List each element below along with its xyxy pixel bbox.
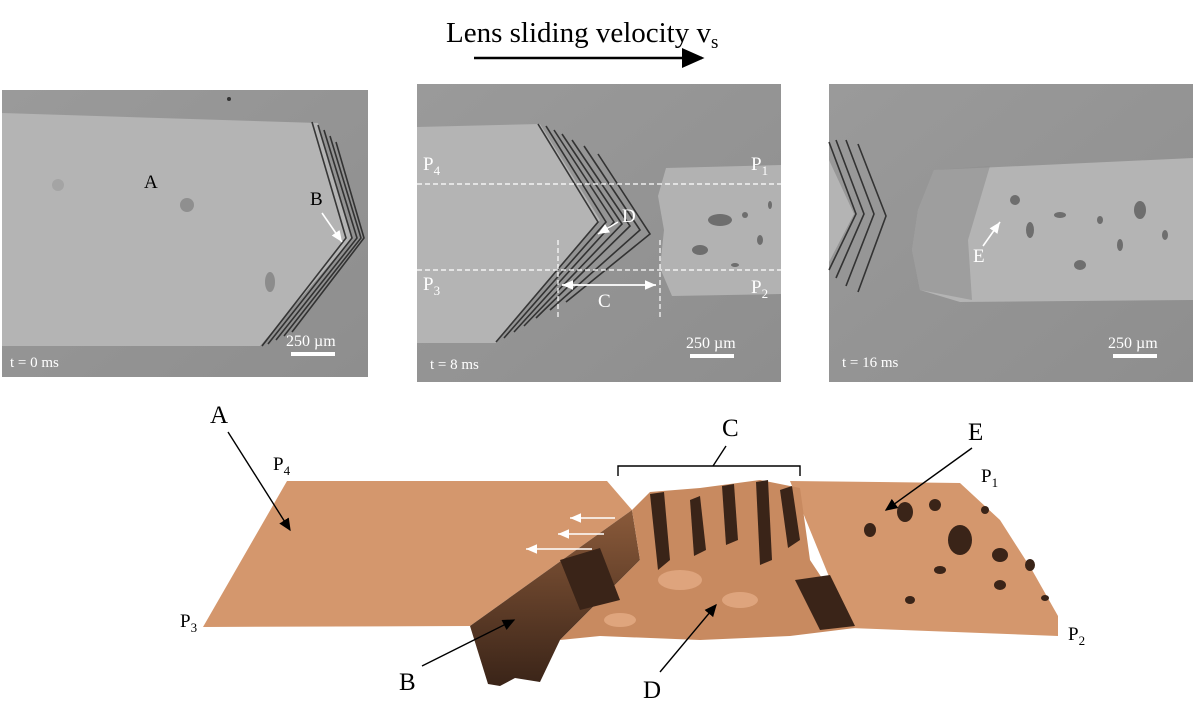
- surface-label-d-arrow: [659, 603, 717, 673]
- label-b-arrow: [321, 212, 343, 243]
- surface-label-p3: P3: [180, 611, 197, 635]
- micrograph-panel-3: E t = 16 ms 250 µm: [828, 84, 1193, 382]
- surface-label-p4: P4: [273, 454, 291, 478]
- surface-label-p1: P1: [981, 466, 998, 490]
- velocity-title: Lens sliding velocity vs: [446, 17, 718, 68]
- time-label: t = 0 ms: [10, 355, 59, 371]
- surface-label-e: E: [968, 419, 983, 446]
- flat-plane-left: [203, 481, 632, 627]
- surface-label-e-arrow: [884, 447, 973, 511]
- label-d: D: [622, 206, 636, 227]
- surface-label-c: C: [722, 415, 739, 442]
- label-d-arrow: [597, 221, 619, 235]
- scale-bar-label: 250 µm: [1108, 335, 1158, 352]
- surface-label-b: B: [399, 669, 416, 696]
- label-e: E: [973, 246, 985, 267]
- surface-reconstruction: A B C D E P4 P1 P3 P2: [180, 402, 1085, 704]
- wrinkle-front: [828, 139, 887, 293]
- time-label: t = 16 ms: [842, 355, 899, 371]
- label-a: A: [144, 172, 158, 193]
- micrograph-panel-1: A B t = 0 ms 250 µm: [2, 90, 368, 377]
- label-c: C: [598, 291, 611, 312]
- surface-arrows: [526, 513, 615, 554]
- surface-label-a: A: [210, 402, 228, 429]
- time-label: t = 8 ms: [430, 357, 479, 373]
- detached-zone: [912, 158, 1193, 302]
- rough-band: [560, 480, 855, 640]
- label-p3: P3: [423, 274, 440, 298]
- micrograph-panel-2: P4 P1 P3 P2 C D t = 8 ms 250 µm: [417, 84, 781, 382]
- detached-zone: [658, 165, 781, 296]
- bracket-c: [617, 465, 801, 476]
- wrinkle-front: [495, 123, 652, 343]
- contact-zone-a: [2, 113, 352, 346]
- surface-label-p2: P2: [1068, 624, 1085, 648]
- label-p4: P4: [423, 154, 441, 178]
- fissures: [560, 480, 855, 630]
- scale-bar: [1113, 354, 1157, 358]
- debris-spots: [692, 201, 772, 267]
- debris-spots: [1010, 195, 1168, 270]
- label-p2: P2: [751, 277, 768, 301]
- surface-label-b-arrow: [421, 619, 516, 667]
- label-p1: P1: [751, 154, 768, 178]
- scale-bar-label: 250 µm: [286, 333, 336, 350]
- label-e-arrow: [982, 221, 1001, 247]
- scale-bar-label: 250 µm: [686, 335, 736, 352]
- scale-bar: [690, 354, 734, 358]
- holes: [864, 499, 1049, 604]
- scale-bar: [291, 352, 335, 356]
- flat-plane-right: [790, 481, 1058, 636]
- label-b: B: [310, 189, 323, 210]
- surface-label-d: D: [643, 677, 661, 704]
- wrinkle-front: [261, 121, 365, 347]
- contact-zone: [417, 124, 600, 343]
- svg-text:Lens sliding velocity vs: Lens sliding velocity vs: [446, 17, 718, 53]
- surface-label-a-arrow: [227, 431, 291, 532]
